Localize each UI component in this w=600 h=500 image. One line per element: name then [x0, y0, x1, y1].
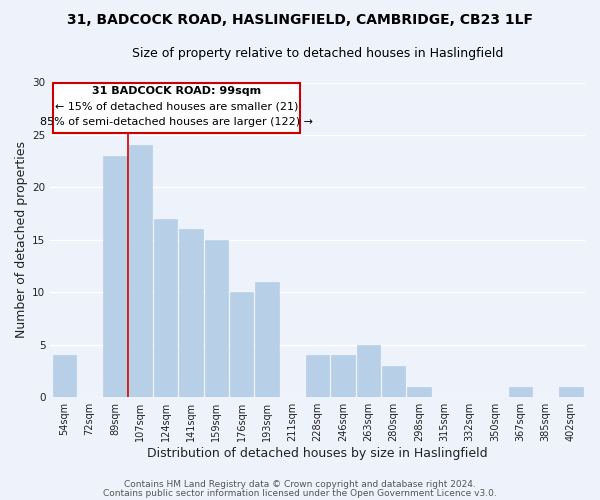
Text: ← 15% of detached houses are smaller (21): ← 15% of detached houses are smaller (21…	[55, 102, 298, 112]
FancyBboxPatch shape	[53, 82, 300, 133]
Y-axis label: Number of detached properties: Number of detached properties	[15, 142, 28, 338]
Bar	[331, 355, 355, 397]
Bar	[306, 355, 329, 397]
Text: 31 BADCOCK ROAD: 99sqm: 31 BADCOCK ROAD: 99sqm	[92, 86, 261, 96]
Bar	[356, 345, 380, 397]
Bar	[154, 219, 177, 397]
Bar	[559, 386, 583, 397]
Bar	[509, 386, 532, 397]
Bar	[205, 240, 228, 397]
Text: 31, BADCOCK ROAD, HASLINGFIELD, CAMBRIDGE, CB23 1LF: 31, BADCOCK ROAD, HASLINGFIELD, CAMBRIDG…	[67, 12, 533, 26]
Bar	[407, 386, 431, 397]
Bar	[128, 146, 152, 397]
Bar	[53, 355, 76, 397]
Bar	[103, 156, 127, 397]
Bar	[179, 230, 203, 397]
X-axis label: Distribution of detached houses by size in Haslingfield: Distribution of detached houses by size …	[148, 447, 488, 460]
Text: Contains HM Land Registry data © Crown copyright and database right 2024.: Contains HM Land Registry data © Crown c…	[124, 480, 476, 489]
Text: Contains public sector information licensed under the Open Government Licence v3: Contains public sector information licen…	[103, 488, 497, 498]
Bar	[382, 366, 406, 397]
Bar	[255, 282, 278, 397]
Text: 85% of semi-detached houses are larger (122) →: 85% of semi-detached houses are larger (…	[40, 116, 313, 126]
Bar	[230, 292, 253, 397]
Title: Size of property relative to detached houses in Haslingfield: Size of property relative to detached ho…	[132, 48, 503, 60]
